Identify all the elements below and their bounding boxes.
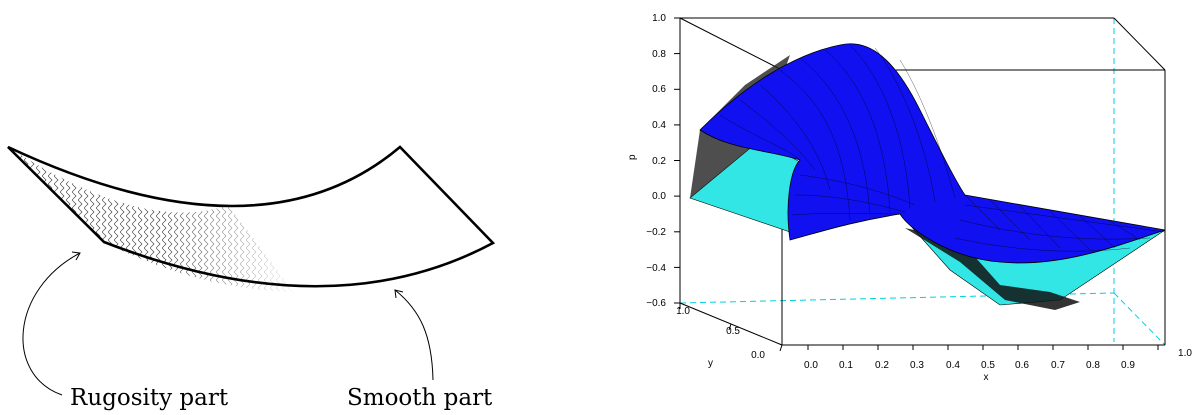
z-tick-label: 0.2 bbox=[652, 156, 666, 167]
z-tick-label: 0.8 bbox=[652, 49, 666, 60]
x-axis-label: x bbox=[984, 372, 989, 383]
curved-plate-diagram: Rugosity part Smooth part bbox=[7, 145, 496, 411]
z-tick-label: 0.6 bbox=[652, 84, 666, 95]
y-axis-label: y bbox=[708, 358, 713, 369]
x-tick-label: 0.8 bbox=[1086, 360, 1100, 371]
rugosity-arrow bbox=[22, 252, 81, 396]
rugosity-part-label: Rugosity part bbox=[70, 385, 229, 411]
x-tick-label: 0.3 bbox=[910, 360, 924, 371]
smooth-arrowhead bbox=[394, 289, 404, 299]
smooth-arrow bbox=[394, 289, 434, 381]
x-axis bbox=[807, 345, 1159, 350]
x-tick-label: 0.5 bbox=[981, 360, 995, 371]
z-tick-label: −0.6 bbox=[646, 298, 666, 309]
rugosity-arrowhead bbox=[71, 251, 81, 261]
surface-plot: 1.0 0.8 0.6 0.4 0.2 0.0 −0.2 −0.4 −0.6 p… bbox=[627, 13, 1192, 383]
x-tick-label: 0.1 bbox=[839, 360, 853, 371]
z-tick-label: 1.0 bbox=[652, 13, 666, 24]
rugosity-hatching bbox=[8, 147, 295, 292]
z-tick-label: 0.4 bbox=[652, 120, 666, 131]
z-tick-label: 0.0 bbox=[652, 191, 666, 202]
y-tick-label: 0.0 bbox=[751, 350, 765, 361]
z-tick-label: −0.2 bbox=[646, 227, 666, 238]
x-tick-label: 0.0 bbox=[804, 360, 818, 371]
surface-mesh bbox=[719, 44, 1166, 252]
y-tick-label: 1.0 bbox=[676, 306, 690, 317]
smooth-part-label: Smooth part bbox=[347, 385, 493, 411]
x-tick-label: 0.2 bbox=[875, 360, 889, 371]
plate-outline bbox=[7, 145, 496, 288]
z-axis bbox=[674, 17, 680, 304]
x-tick-label: 0.9 bbox=[1121, 360, 1135, 371]
y-axis bbox=[679, 303, 783, 352]
x-tick-label: 0.7 bbox=[1051, 360, 1065, 371]
z-tick-label: −0.4 bbox=[646, 263, 666, 274]
x-tick-label: 0.6 bbox=[1015, 360, 1029, 371]
x-tick-label: 1.0 bbox=[1178, 348, 1192, 359]
x-tick-label: 0.4 bbox=[946, 360, 960, 371]
y-tick-label: 0.5 bbox=[726, 326, 740, 337]
z-axis-label: p bbox=[627, 154, 638, 160]
surface-top-face bbox=[699, 43, 1166, 264]
